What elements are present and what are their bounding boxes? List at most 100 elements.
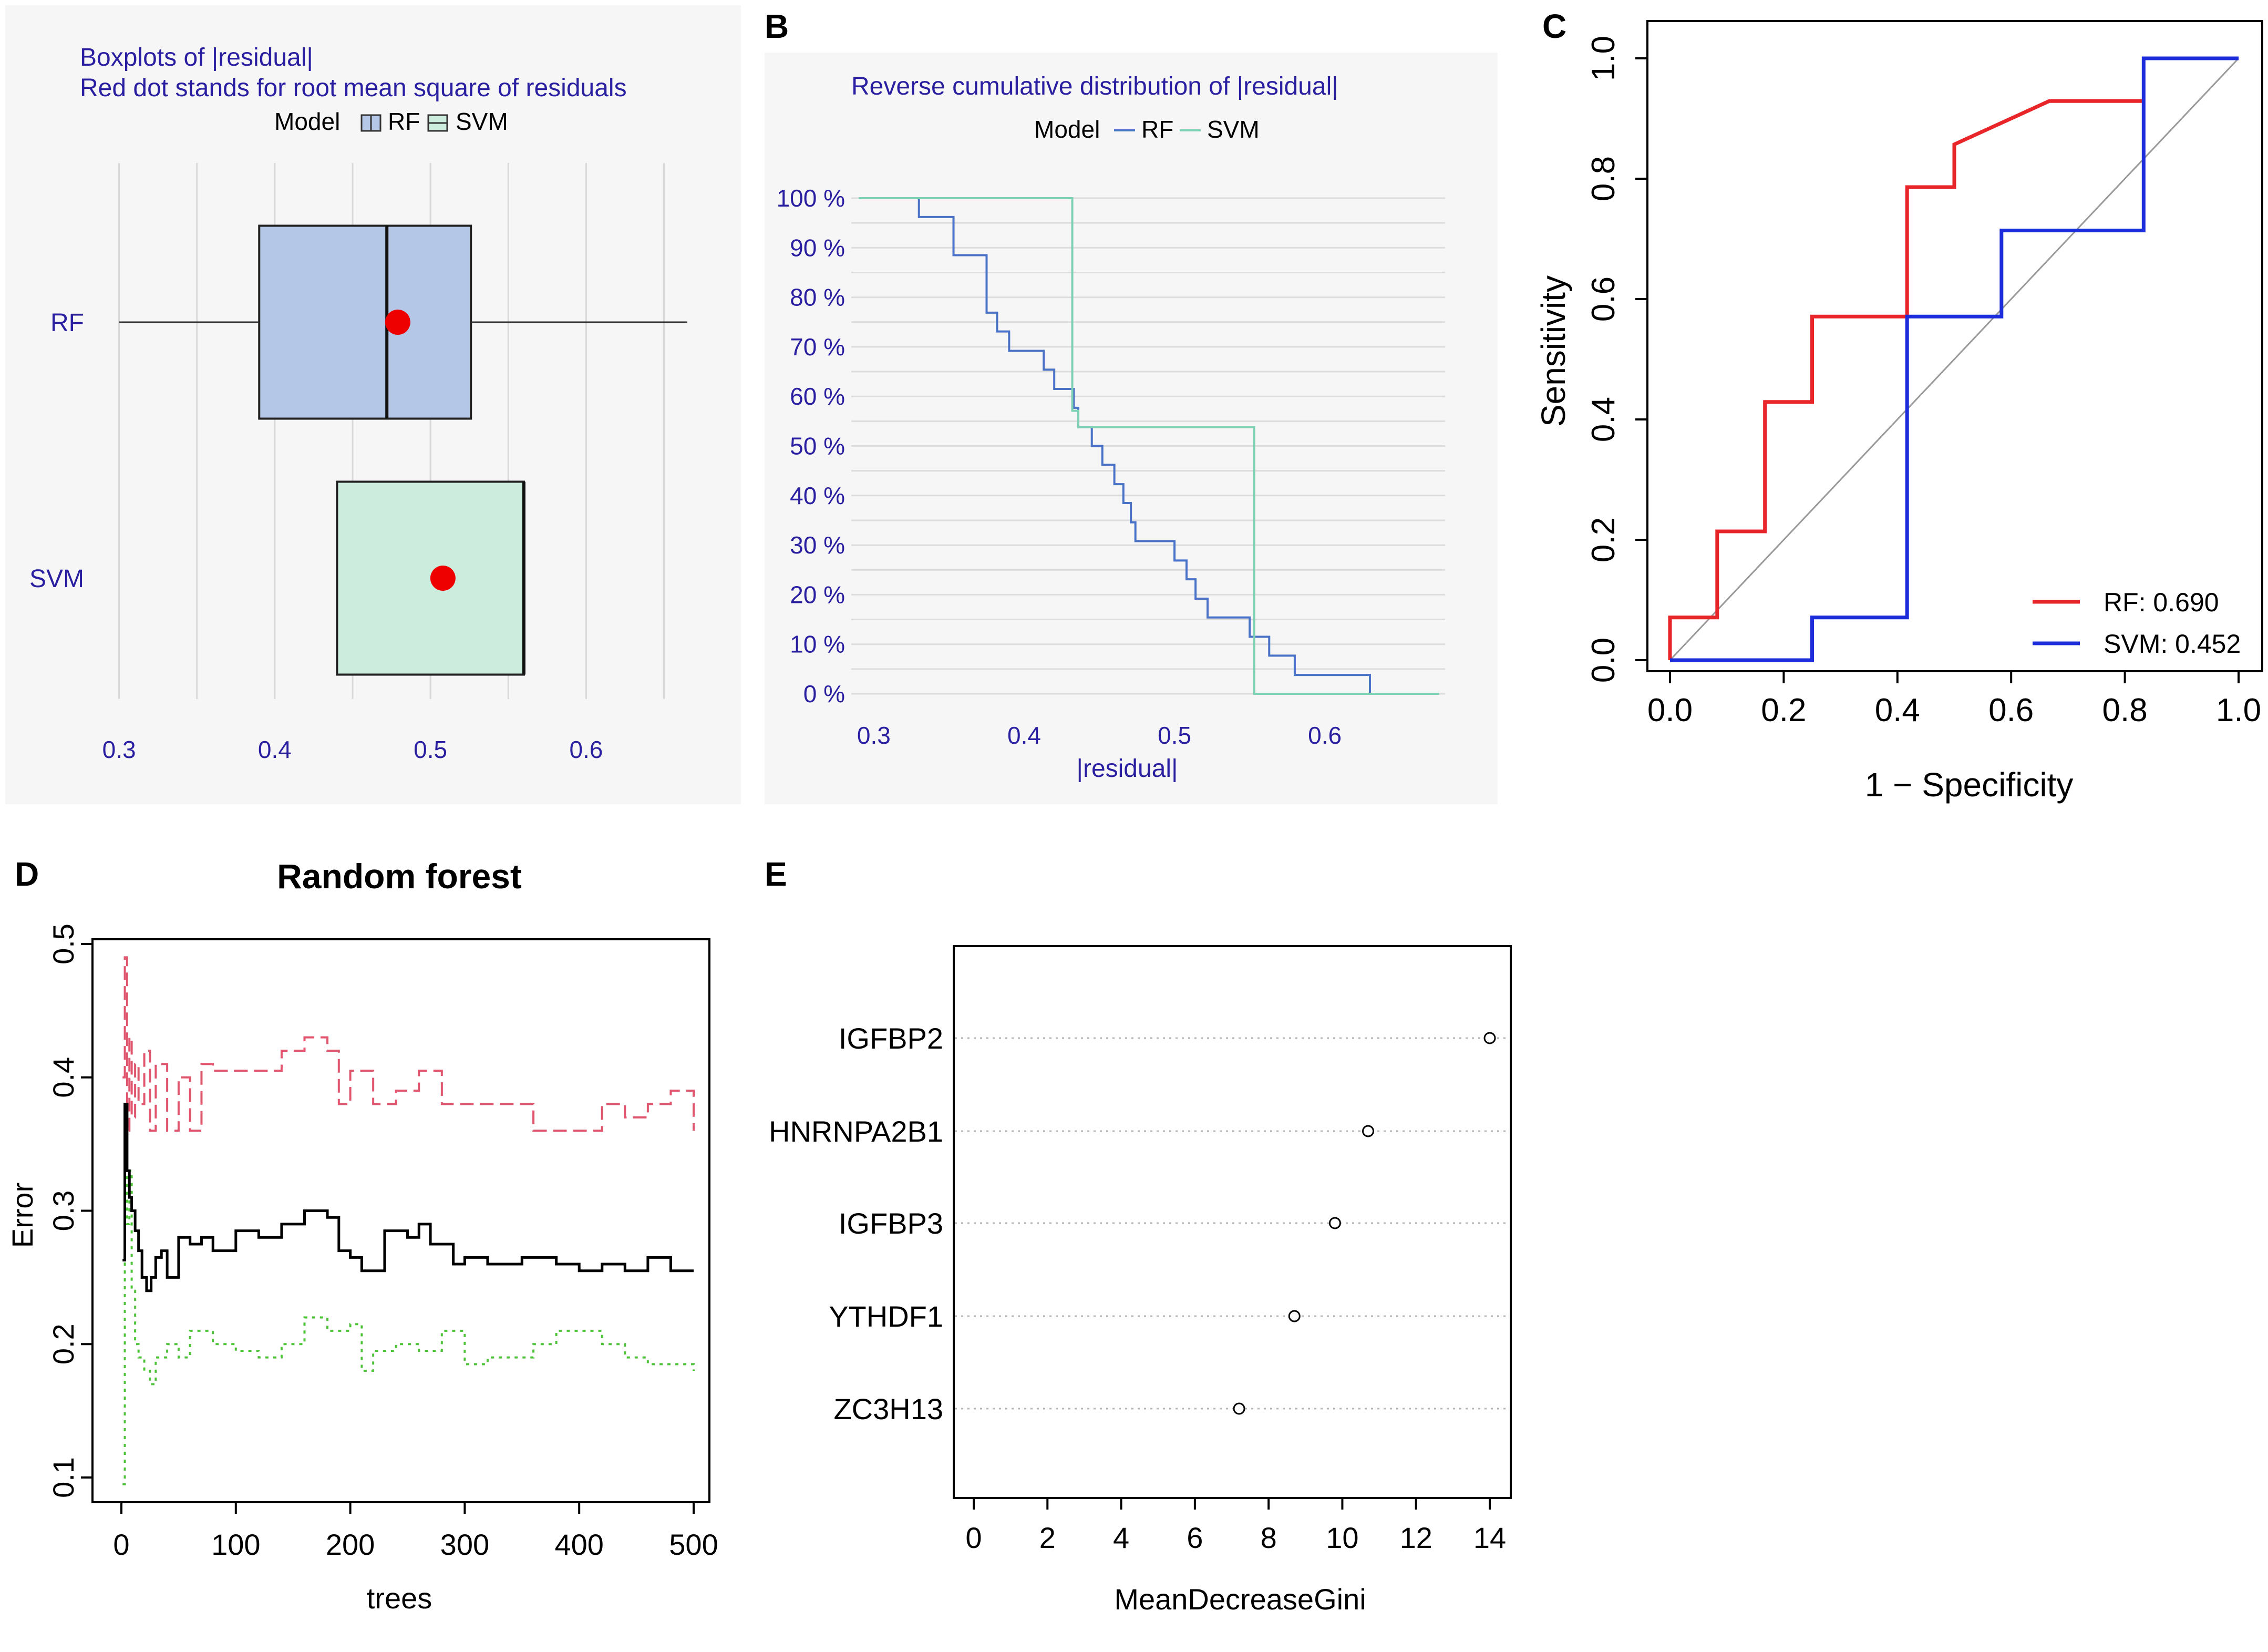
panel-e-label-zc3h13: ZC3H13 — [833, 1392, 943, 1425]
panel-d-y-tick-1: 0.2 — [47, 1323, 80, 1364]
panel-c-series-rf — [1668, 99, 2144, 660]
panel-e-dot-ythdf1 — [1288, 1310, 1301, 1322]
panel-a-x-tick-0: 0.3 — [102, 736, 136, 763]
panel-b-y-tick-1: 10 % — [790, 631, 845, 658]
panel-a-boxes — [119, 224, 687, 676]
panel-c-y-tick-2: 0.4 — [1585, 397, 1622, 442]
panel-d-series-class-2 — [122, 1169, 695, 1485]
panel-e-label-igfbp2: IGFBP2 — [839, 1022, 943, 1055]
panel-c-legend-rf: RF: 0.690 — [2104, 588, 2219, 617]
panel-d-y-tick-0: 0.1 — [47, 1457, 80, 1498]
panel-e-dot-hnrnpa2b1 — [1362, 1125, 1375, 1137]
panel-a-category-rf: RF — [50, 309, 84, 337]
panel-a-legend-key-svm — [427, 114, 448, 132]
panel-d-random-forest: Random forest 0 100 200 300 400 500 0.1 0.2 0.3 0… — [6, 857, 718, 1615]
panel-e-x-tick-7: 14 — [1473, 1521, 1506, 1554]
panel-b-reverse-cdf: Reverse cumulative distribution of |resi… — [765, 53, 1498, 804]
panel-e-label-igfbp3: IGFBP3 — [839, 1207, 943, 1240]
panel-b-y-tick-labels: 0 % 10 % 20 % 30 % 40 % 50 % 60 % 70 % 80 % 90 % 1… — [777, 184, 845, 707]
panel-d-y-axis-label: Error — [6, 1183, 39, 1248]
panel-b-x-tick-3: 0.6 — [1308, 722, 1342, 749]
panel-e-label-hnrnpa2b1: HNRNPA2B1 — [769, 1115, 943, 1148]
panel-d-y-tick-2: 0.3 — [47, 1191, 80, 1232]
panel-e-label-ythdf1: YTHDF1 — [829, 1300, 943, 1333]
panel-b-x-tick-2: 0.5 — [1158, 722, 1191, 749]
panel-b-y-tick-4: 40 % — [790, 482, 845, 509]
panel-b-legend-svm: SVM — [1207, 116, 1260, 143]
panel-b-series-rf — [873, 197, 1423, 695]
panel-a-category-svm: SVM — [29, 565, 84, 593]
panel-c-roc: 0.0 0.2 0.4 0.6 0.8 1.0 0.0 0.2 0.4 0.6 0.8 1.0 1 −… — [1534, 20, 2263, 804]
panel-d-x-tick-3: 300 — [440, 1528, 489, 1561]
panel-b-x-tick-0: 0.3 — [857, 722, 891, 749]
panel-e-x-tick-2: 4 — [1113, 1521, 1129, 1554]
panel-e-x-axis-label: MeanDecreaseGini — [1114, 1583, 1366, 1616]
panel-a-legend-key-rf — [360, 114, 382, 132]
panel-e-plot-frame — [953, 945, 1512, 1499]
panel-e-x-tick-0: 0 — [965, 1521, 982, 1554]
panel-a-x-tick-3: 0.6 — [569, 736, 603, 763]
panel-e-dots — [955, 1032, 1510, 1415]
panel-b-y-tick-9: 90 % — [790, 234, 845, 261]
panel-c-axes: 0.0 0.2 0.4 0.6 0.8 1.0 0.0 0.2 0.4 0.6 0.8 1.0 — [1585, 36, 2261, 728]
panel-e-x-tick-4: 8 — [1261, 1521, 1277, 1554]
panel-c-y-axis-label: Sensitivity — [1534, 275, 1572, 427]
panel-d-x-tick-2: 200 — [326, 1528, 375, 1561]
panel-letter-b: B — [765, 7, 789, 45]
panel-d-x-tick-1: 100 — [211, 1528, 260, 1561]
panel-a-category-labels: RF SVM — [29, 309, 84, 593]
panel-b-legend-title: Model — [1034, 116, 1100, 143]
panel-b-legend-rf: RF — [1141, 116, 1173, 143]
panel-e-variable-importance: IGFBP2 HNRNPA2B1 IGFBP3 YTHDF1 ZC3H13 0 2 4 6 8 10… — [769, 945, 1512, 1616]
panel-a-legend-rf: RF — [388, 108, 420, 135]
panel-b-y-tick-10: 100 % — [777, 184, 845, 212]
panel-d-plot-frame — [91, 938, 710, 1503]
panel-d-series-oob — [122, 1103, 694, 1292]
panel-d-y-tick-4: 0.5 — [47, 924, 80, 964]
panel-c-x-tick-0: 0.0 — [1647, 692, 1693, 728]
panel-c-y-tick-0: 0.0 — [1585, 638, 1622, 683]
panel-b-y-tick-5: 50 % — [790, 433, 845, 460]
panel-e-axes: IGFBP2 HNRNPA2B1 IGFBP3 YTHDF1 ZC3H13 0 2 4 6 8 10… — [769, 1022, 1506, 1554]
panel-a-legend-svm: SVM — [456, 108, 508, 135]
panel-c-y-tick-4: 0.8 — [1585, 156, 1622, 201]
panel-c-legend: RF: 0.690 SVM: 0.452 — [2033, 588, 2241, 659]
panel-b-grid — [851, 197, 1445, 695]
panel-e-x-tick-5: 10 — [1326, 1521, 1358, 1554]
panel-b-y-tick-7: 70 % — [790, 333, 845, 361]
panel-c-y-tick-3: 0.6 — [1585, 276, 1622, 322]
panel-a-boxplot: Boxplots of |residual| Red dot stands fo… — [5, 5, 741, 804]
panel-c-x-axis-label: 1 − Specificity — [1865, 766, 2074, 804]
panel-letter-e: E — [765, 855, 787, 893]
panel-d-title: Random forest — [277, 857, 522, 896]
panel-e-dot-igfbp3 — [1328, 1217, 1341, 1229]
panel-c-x-tick-1: 0.2 — [1761, 692, 1806, 728]
panel-c-plot-frame — [1646, 20, 2263, 672]
panel-letter-c: C — [1542, 7, 1566, 45]
panel-c-x-tick-3: 0.6 — [1988, 692, 2034, 728]
panel-a-rms-dot-svm — [430, 566, 456, 591]
panel-a-title-line-1: Boxplots of |residual| — [80, 44, 313, 71]
panel-c-x-tick-4: 0.8 — [2102, 692, 2147, 728]
panel-b-title: Reverse cumulative distribution of |resi… — [851, 73, 1338, 100]
panel-b-y-tick-3: 30 % — [790, 531, 845, 559]
panel-d-axes: 0 100 200 300 400 500 0.1 0.2 0.3 0.4 0.5 — [47, 924, 718, 1561]
panel-e-x-tick-1: 2 — [1039, 1521, 1056, 1554]
panel-c-x-tick-5: 1.0 — [2216, 692, 2261, 728]
panel-d-x-tick-5: 500 — [669, 1528, 718, 1561]
panel-b-background — [765, 53, 1498, 804]
panel-a-x-tick-1: 0.4 — [258, 736, 292, 763]
panel-c-x-tick-2: 0.4 — [1875, 692, 1920, 728]
panel-d-series-class-1 — [122, 956, 695, 1132]
panel-d-series — [122, 956, 695, 1485]
panel-a-x-tick-2: 0.5 — [414, 736, 447, 763]
panel-b-x-axis-label: |residual| — [1076, 755, 1178, 783]
panel-d-x-tick-4: 400 — [554, 1528, 603, 1561]
panel-e-x-tick-6: 12 — [1400, 1521, 1432, 1554]
panel-e-x-tick-3: 6 — [1187, 1521, 1203, 1554]
panel-a-rms-dot-rf — [385, 310, 410, 335]
panel-d-x-tick-0: 0 — [113, 1528, 129, 1561]
panel-b-y-tick-6: 60 % — [790, 383, 845, 410]
panel-c-y-tick-5: 1.0 — [1585, 36, 1622, 81]
